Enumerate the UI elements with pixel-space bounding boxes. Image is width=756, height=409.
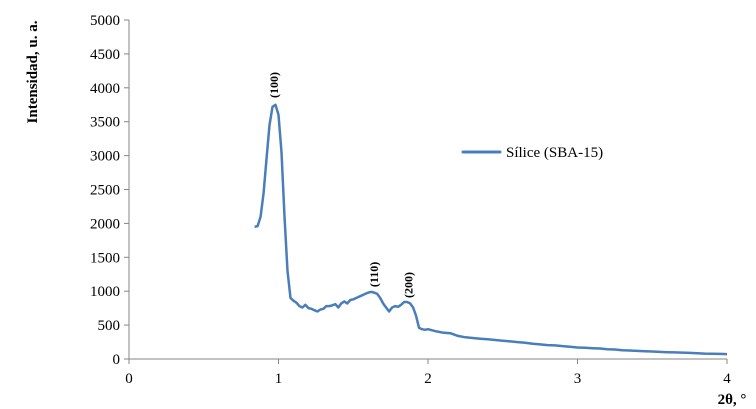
x-axis-title: 2θ, ° [718, 392, 747, 408]
series-layer [254, 103, 728, 356]
x-tick-label: 3 [574, 371, 582, 387]
annotation-layer: (100) (110) (200) [267, 72, 416, 298]
y-tick-label: 4500 [90, 47, 120, 63]
peak-annotation: (100) [267, 72, 281, 98]
y-axis-title: Intensidad, u. a. [25, 20, 41, 123]
peak-annotation: (110) [367, 262, 381, 287]
x-tick-label: 2 [424, 371, 432, 387]
y-tick-label: 2000 [90, 216, 120, 232]
y-axis-ticks: 0 500 1000 1500 2000 2500 3000 3500 4000 4500 5000 [90, 13, 129, 368]
y-tick-label: 2500 [90, 183, 120, 199]
series-line-silice-sba15 [254, 103, 728, 356]
y-tick-label: 500 [98, 318, 121, 334]
y-tick-label: 4000 [90, 81, 120, 97]
peak-annotation: (200) [402, 272, 416, 298]
y-tick-label: 3000 [90, 149, 120, 165]
legend: Sílice (SBA-15) [461, 145, 603, 161]
legend-label: Sílice (SBA-15) [506, 145, 603, 161]
plot-area: 0 1 2 3 4 0 500 1000 1500 2000 2500 3000 3500 4000 45… [90, 13, 731, 387]
y-tick-label: 1000 [90, 284, 120, 300]
y-tick-label: 3500 [90, 115, 120, 131]
y-tick-label: 5000 [90, 13, 120, 29]
y-tick-label: 1500 [90, 250, 120, 266]
x-axis-ticks: 0 1 2 3 4 [125, 359, 731, 387]
x-tick-label: 0 [125, 371, 133, 387]
x-tick-label: 4 [723, 371, 731, 387]
y-tick-label: 0 [113, 352, 121, 368]
x-tick-label: 1 [275, 371, 283, 387]
